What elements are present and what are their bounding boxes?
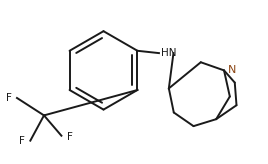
Text: F: F [67,132,73,142]
Text: F: F [6,93,12,103]
Text: HN: HN [161,48,177,58]
Text: F: F [19,136,25,146]
Text: N: N [228,64,236,74]
